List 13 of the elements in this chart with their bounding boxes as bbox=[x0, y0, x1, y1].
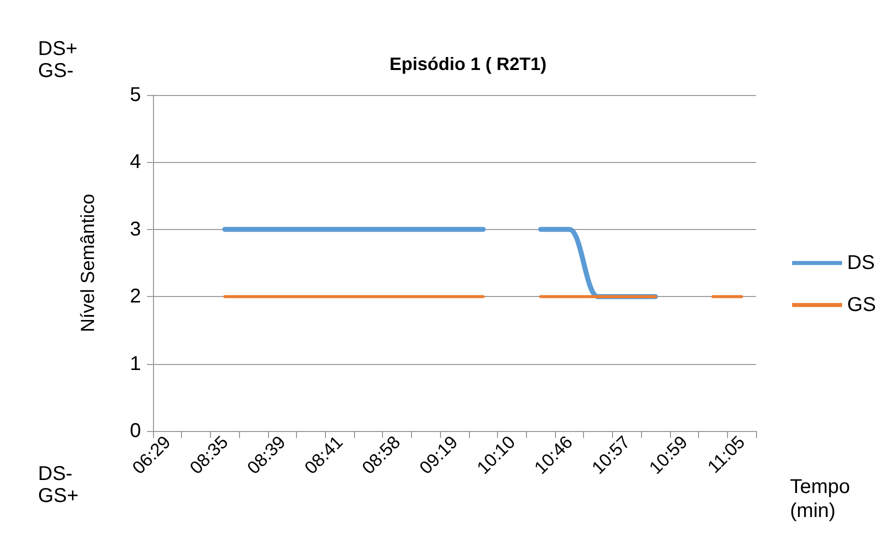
y-tick-label: 4 bbox=[130, 151, 141, 174]
legend-label: GS bbox=[847, 294, 876, 316]
chart-title: Episódio 1 ( R2T1) bbox=[389, 54, 547, 74]
x-axis-title: Tempo (min) bbox=[790, 476, 850, 522]
text: DS+ GS- bbox=[38, 38, 78, 82]
y-tick-label: 1 bbox=[130, 352, 141, 375]
legend-label: DS bbox=[847, 252, 875, 274]
y-axis-title: Nível Semântico bbox=[78, 194, 99, 332]
text: DS- GS+ bbox=[38, 463, 79, 507]
y-tick-label: 5 bbox=[130, 84, 141, 106]
y-tick-label: 0 bbox=[130, 420, 141, 442]
y-tick-label: 2 bbox=[130, 286, 141, 308]
y-tick-label: 3 bbox=[130, 218, 141, 240]
